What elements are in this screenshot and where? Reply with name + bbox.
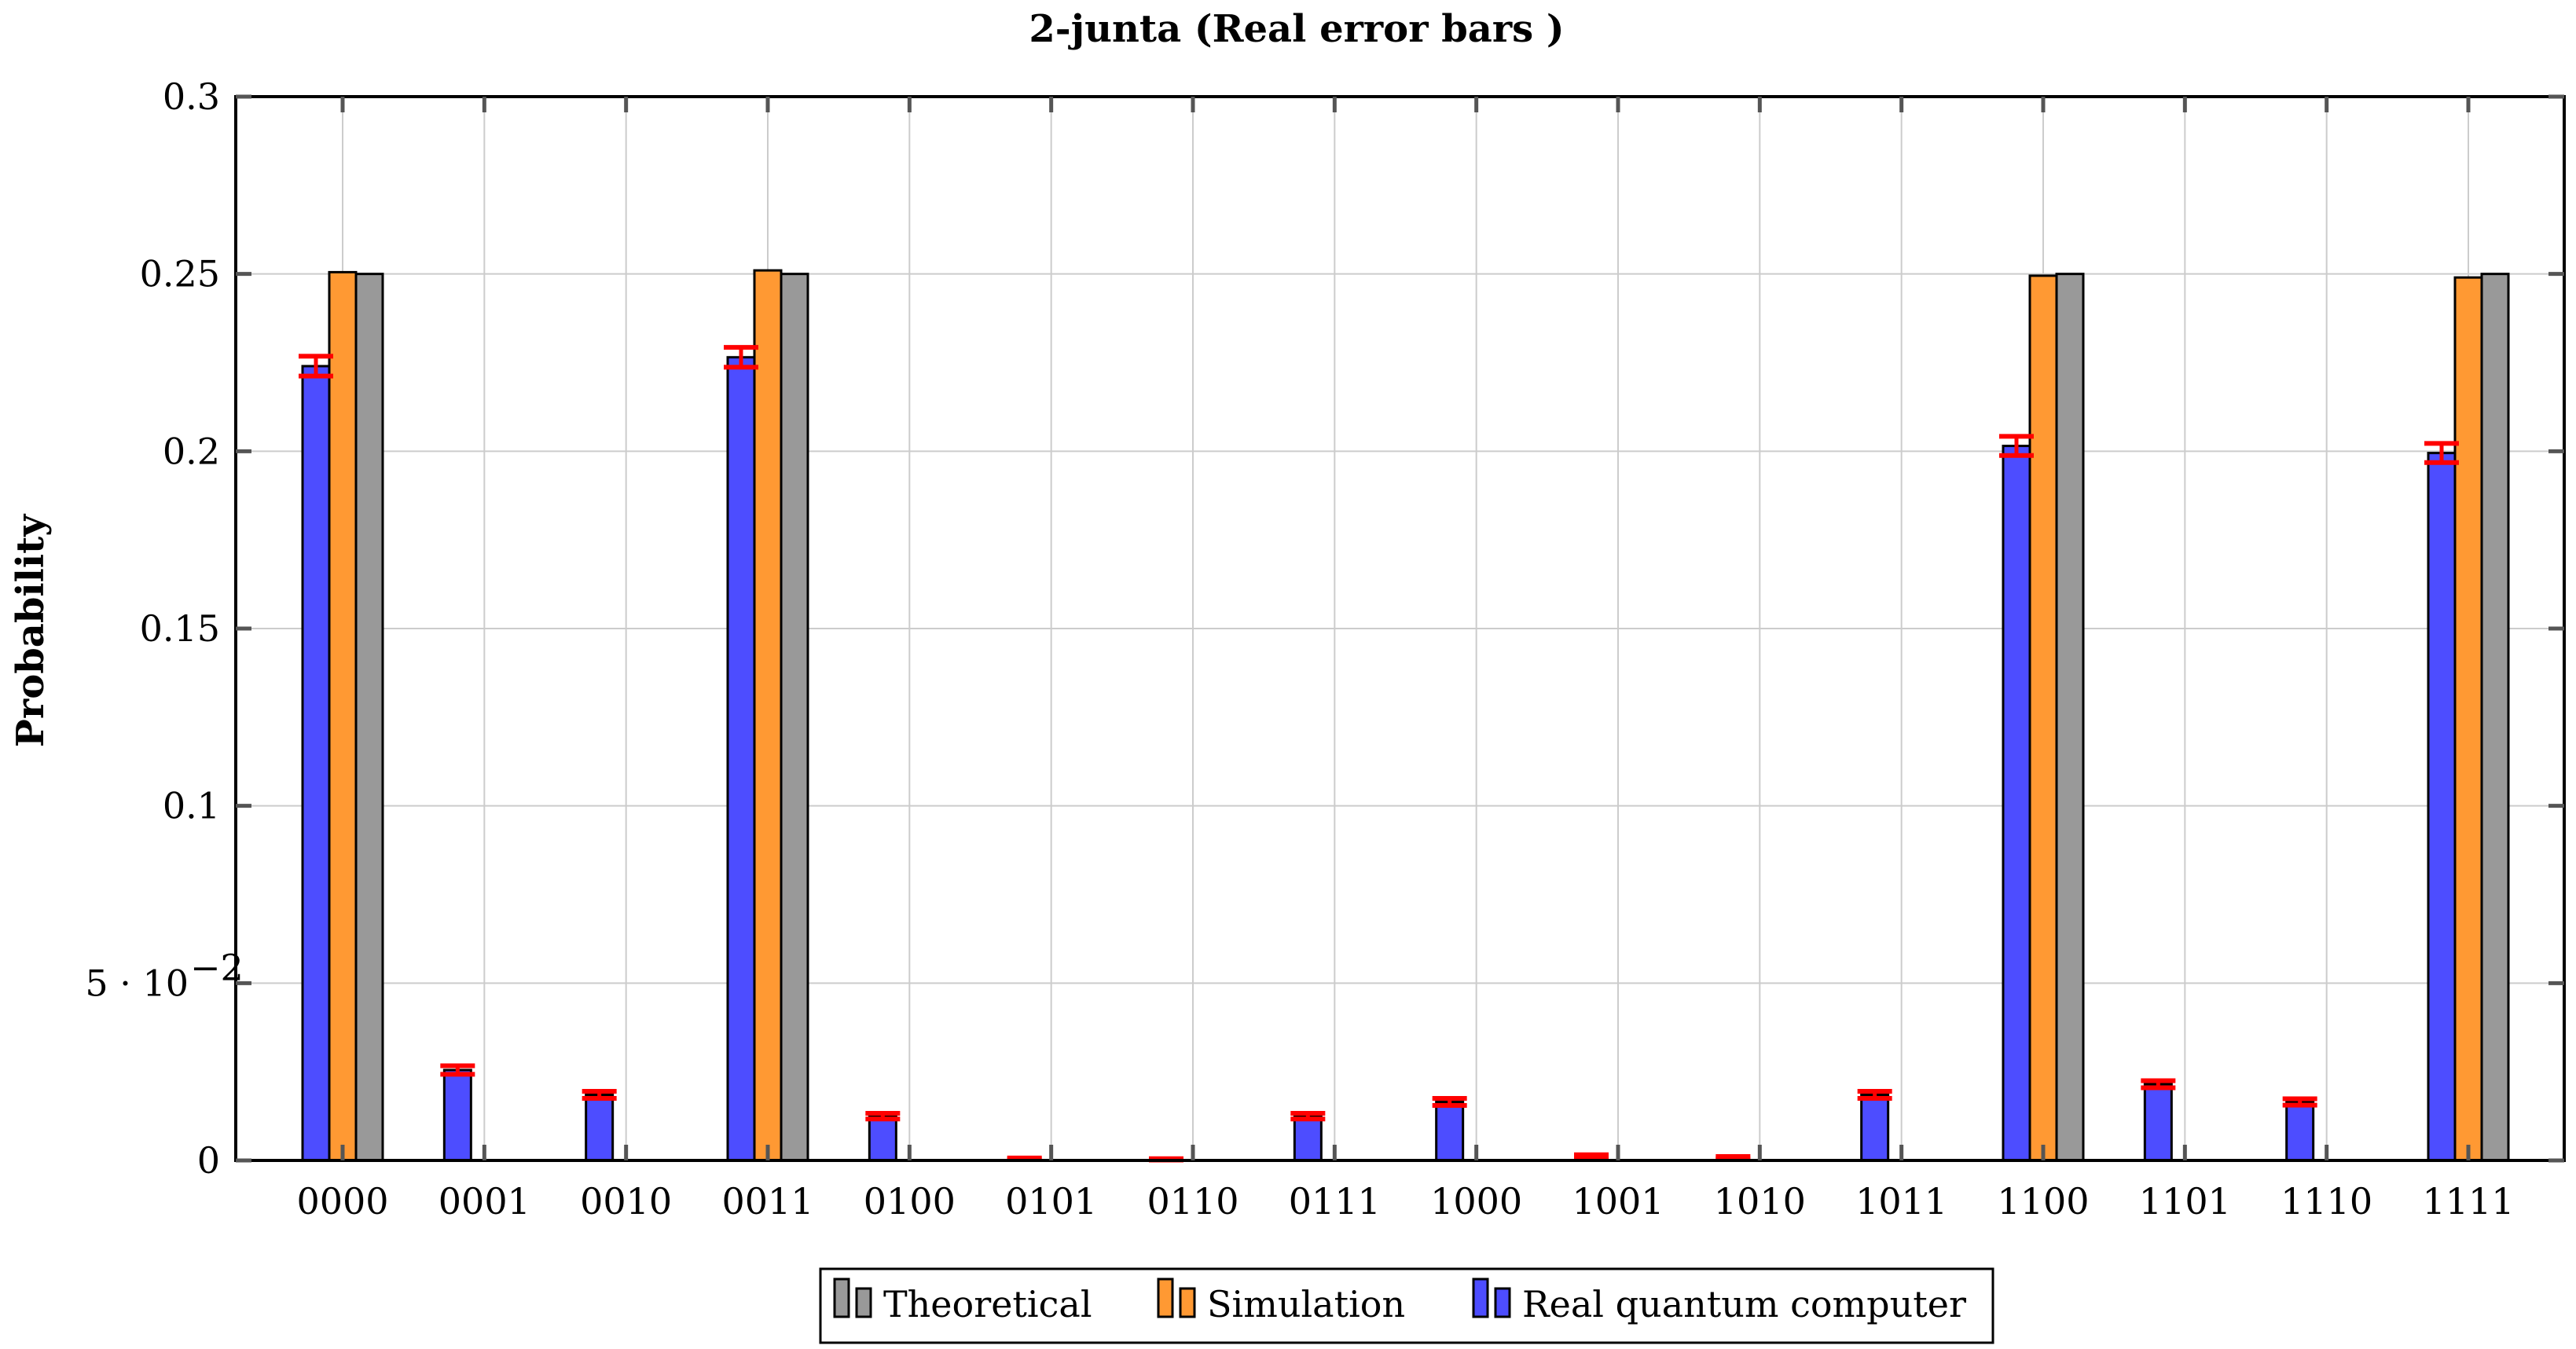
x-tick-label: 0100 <box>864 1180 956 1223</box>
x-tick-label: 1101 <box>2139 1180 2231 1223</box>
error-bar <box>1715 1154 1751 1161</box>
bar <box>726 356 756 1162</box>
error-bars <box>299 345 2459 1163</box>
bar <box>328 270 358 1162</box>
bar <box>1860 1094 1890 1162</box>
bar <box>301 365 331 1162</box>
error-bar <box>582 1088 617 1102</box>
legend-label: Theoretical <box>883 1283 1092 1325</box>
y-tick-label: 0.3 <box>163 75 220 118</box>
x-tick-label: 1000 <box>1430 1180 1522 1223</box>
error-bar <box>2141 1078 2176 1091</box>
x-tick-label: 1010 <box>1714 1180 1806 1223</box>
bar <box>2002 445 2031 1162</box>
legend: Theoretical Simulation Real quantum comput… <box>819 1267 1994 1344</box>
legend-swatch <box>1157 1278 1174 1318</box>
legend-swatch <box>855 1287 872 1318</box>
x-tick-label: 0000 <box>296 1180 388 1223</box>
x-tick-label: 1011 <box>1855 1180 1947 1223</box>
error-bar <box>1574 1152 1609 1160</box>
bar <box>2427 452 2457 1162</box>
legend-swatch <box>1472 1278 1489 1318</box>
y-tick-label: 0.2 <box>163 430 220 472</box>
legend-swatch <box>1494 1287 1511 1318</box>
bar <box>442 1069 472 1162</box>
y-tick-label: 5 · 10 <box>85 962 189 1004</box>
error-bar <box>440 1063 475 1077</box>
y-tick-exponent: −2 <box>190 946 244 988</box>
error-bar <box>2282 1096 2317 1108</box>
x-tick-label: 1001 <box>1572 1180 1664 1223</box>
bar <box>585 1094 615 1162</box>
bar <box>2285 1101 2315 1162</box>
chart-title: 2-junta (Real error bars ) <box>1029 7 1564 51</box>
bar <box>2453 276 2483 1162</box>
error-bar <box>1999 434 2034 458</box>
error-bar <box>1432 1096 1467 1109</box>
bar <box>2055 273 2085 1162</box>
error-bar <box>865 1110 901 1122</box>
bar <box>1293 1115 1323 1162</box>
x-tick-label: 0010 <box>580 1180 672 1223</box>
bar <box>2143 1083 2173 1162</box>
y-tick-label: 0.1 <box>163 785 220 827</box>
x-tick-label: 1111 <box>2422 1180 2514 1223</box>
x-tick-label: 1110 <box>2281 1180 2372 1223</box>
bar <box>354 273 384 1162</box>
error-bar <box>724 345 758 370</box>
error-bar <box>299 354 333 379</box>
bar <box>2480 273 2510 1162</box>
x-tick-label: 0110 <box>1147 1180 1238 1223</box>
bar <box>868 1115 897 1162</box>
x-tick-label: 0011 <box>721 1180 813 1223</box>
bars <box>301 269 2510 1162</box>
bar <box>753 269 783 1162</box>
x-tick-label: 0101 <box>1005 1180 1097 1223</box>
bar <box>780 273 809 1162</box>
y-axis-label: Probability <box>9 513 53 748</box>
axis-ticks: 0 5 · 10 −2 0.1 0.15 0.2 0.25 0.3 0000 0001 0010 00… <box>85 75 2564 1223</box>
x-tick-label: 1100 <box>1997 1180 2089 1223</box>
legend-label: Simulation <box>1207 1283 1405 1325</box>
x-tick-label: 0111 <box>1289 1180 1381 1223</box>
x-tick-label: 0001 <box>439 1180 530 1223</box>
legend-swatch <box>1179 1287 1196 1318</box>
y-tick-label: 0.25 <box>140 253 220 295</box>
y-tick-label: 0 <box>197 1139 220 1182</box>
bar <box>2028 274 2058 1162</box>
bar <box>1435 1101 1465 1162</box>
y-tick-label: 0.15 <box>140 607 220 650</box>
legend-swatch <box>833 1278 850 1318</box>
legend-label: Real quantum computer <box>1522 1283 1966 1325</box>
error-bar <box>2424 441 2459 465</box>
error-bar <box>1857 1088 1892 1102</box>
legend-box <box>819 1267 1994 1344</box>
error-bar <box>1290 1110 1326 1122</box>
grid-lines <box>236 96 2564 1161</box>
